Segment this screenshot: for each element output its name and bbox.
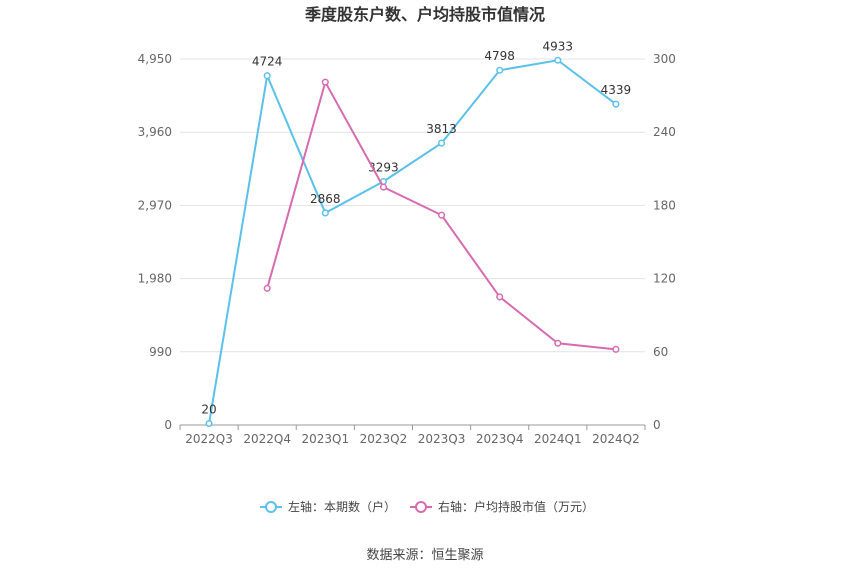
data-point[interactable] xyxy=(496,66,504,74)
series-line xyxy=(208,59,617,424)
data-point[interactable] xyxy=(263,72,271,80)
data-label: 4798 xyxy=(484,49,515,63)
data-point[interactable] xyxy=(438,139,446,147)
data-point[interactable] xyxy=(612,345,620,353)
x-tick-label: 2023Q1 xyxy=(302,432,350,446)
data-label: 4339 xyxy=(601,83,632,97)
legend-swatch-marker xyxy=(415,501,427,513)
data-point[interactable] xyxy=(554,56,562,64)
data-point[interactable] xyxy=(321,209,329,217)
left-tick-label: 2,970 xyxy=(138,198,172,212)
legend-item-1[interactable]: 左轴：本期数（户） xyxy=(260,499,396,514)
left-tick-label: 3,960 xyxy=(138,125,172,139)
data-point[interactable] xyxy=(263,284,271,292)
data-point[interactable] xyxy=(379,183,387,191)
data-point[interactable] xyxy=(205,419,213,428)
series-layer: 20 4724 2868 3293 3813 4798 4933 4339 xyxy=(201,39,632,428)
data-point[interactable] xyxy=(438,211,446,219)
left-tick-label: 1,980 xyxy=(138,272,172,286)
right-tick-label: 240 xyxy=(653,125,676,139)
data-point[interactable] xyxy=(321,78,329,86)
legend-item-2[interactable]: 右轴：户均持股市值（万元） xyxy=(410,499,594,514)
data-label: 3293 xyxy=(368,161,399,175)
series-1: 20 4724 2868 3293 3813 4798 4933 4339 xyxy=(201,39,632,428)
legend-label: 右轴：户均持股市值（万元） xyxy=(438,499,594,514)
data-point[interactable] xyxy=(612,100,620,108)
x-tick-label: 2022Q3 xyxy=(185,432,233,446)
data-label: 3813 xyxy=(426,122,457,136)
left-axis: 0 990 1,980 2,970 3,960 4,950 xyxy=(138,52,172,432)
legend-swatch-marker xyxy=(265,501,277,513)
right-tick-label: 60 xyxy=(653,345,668,359)
legend[interactable]: 左轴：本期数（户） 右轴：户均持股市值（万元） xyxy=(260,499,594,514)
data-source: 数据来源：恒生聚源 xyxy=(366,548,483,563)
right-tick-label: 120 xyxy=(653,272,676,286)
grid xyxy=(180,58,645,353)
chart-title: 季度股东户数、户均持股市值情况 xyxy=(304,5,545,24)
right-tick-label: 300 xyxy=(653,52,676,66)
right-tick-label: 180 xyxy=(653,198,676,212)
left-tick-label: 990 xyxy=(149,345,172,359)
data-label: 20 xyxy=(201,403,216,417)
data-label: 2868 xyxy=(310,192,341,206)
legend-label: 左轴：本期数（户） xyxy=(288,499,396,514)
x-tick-label: 2023Q3 xyxy=(418,432,466,446)
data-label: 4724 xyxy=(252,55,283,69)
x-tick-label: 2024Q1 xyxy=(534,432,582,446)
x-tick-label: 2024Q2 xyxy=(592,432,640,446)
x-tick-label: 2022Q4 xyxy=(243,432,291,446)
data-point[interactable] xyxy=(554,339,562,347)
x-tick-label: 2023Q4 xyxy=(476,432,524,446)
data-label: 4933 xyxy=(543,39,574,53)
left-tick-label: 0 xyxy=(164,418,172,432)
series-2 xyxy=(263,78,620,353)
left-tick-label: 4,950 xyxy=(138,52,172,66)
right-axis: 0 60 120 180 240 300 xyxy=(653,52,676,432)
right-tick-label: 0 xyxy=(653,418,661,432)
x-axis: 2022Q3 2022Q4 2023Q1 2023Q2 2023Q3 2023Q4 2024… xyxy=(179,424,646,446)
data-point[interactable] xyxy=(496,293,504,301)
x-tick-label: 2023Q2 xyxy=(360,432,408,446)
